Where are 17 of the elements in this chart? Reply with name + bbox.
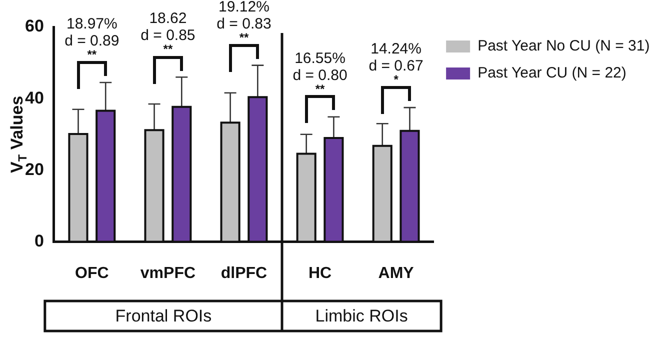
- annotation: 14.24% d = 0.67 *: [368, 40, 424, 87]
- x-tick-label: AMY: [378, 264, 414, 282]
- legend-label: Past Year CU (N = 22): [478, 64, 626, 82]
- y-tick-label: 0: [34, 231, 44, 250]
- x-tick-label: vmPFC: [140, 264, 196, 282]
- annotation: 19.12% d = 0.83 **: [216, 0, 272, 44]
- annotation: 18.97% d = 0.89 **: [64, 15, 120, 62]
- y-tick-label: 40: [24, 88, 44, 108]
- x-tick-label: HC: [308, 264, 332, 282]
- text: Limbic ROIs: [315, 306, 408, 326]
- annotation: 18.62 d = 0.85 **: [140, 10, 196, 56]
- legend-label: Past Year No CU (N = 31): [478, 38, 650, 55]
- y-tick-label: 60: [24, 16, 44, 36]
- x-tick-label: dlPFC: [220, 264, 268, 282]
- annotation: 16.55% d = 0.80 **: [292, 50, 348, 96]
- text: Frontal ROIs: [115, 306, 212, 326]
- x-tick-label: OFC: [75, 264, 110, 282]
